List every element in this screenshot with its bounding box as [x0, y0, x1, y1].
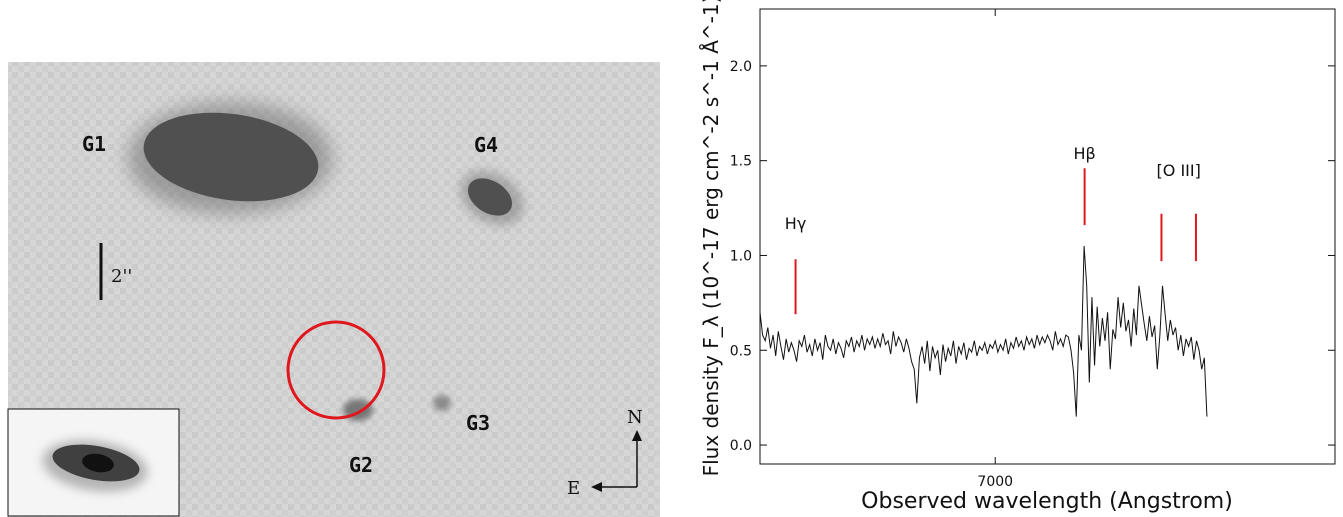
imaging-panel: 2'' G1 G4 G2 G3 N E — [7, 62, 660, 517]
spectrum-annotations: Hγ Hβ [O III] — [785, 144, 1201, 315]
y-tick-label: 1.0 — [730, 248, 752, 264]
emission-line-label: [O III] — [1157, 161, 1201, 180]
galaxy-g1 — [143, 112, 319, 202]
spectrum-axes: 0.0 0.5 1.0 1.5 2.0 7000 — [730, 9, 1335, 490]
compass-north-label: N — [627, 407, 643, 428]
emission-line-label: Hγ — [785, 214, 807, 233]
y-tick-label: 0.5 — [730, 343, 752, 359]
spectrum-series-line — [759, 245, 1208, 417]
inset-galaxy-core — [82, 453, 114, 473]
galaxy-label-g4: G4 — [474, 133, 498, 157]
source-g3-core — [433, 395, 451, 411]
y-tick-label: 2.0 — [730, 59, 752, 75]
candidate-circle — [286, 320, 386, 420]
compass-east-label: E — [567, 478, 580, 499]
inset-panel — [7, 408, 180, 517]
scale-bar-label: 2'' — [111, 266, 132, 287]
galaxy-g4 — [467, 178, 513, 216]
galaxy-label-g1: G1 — [82, 132, 106, 156]
y-tick-label: 1.5 — [730, 154, 752, 170]
emission-line-label: Hβ — [1073, 144, 1095, 163]
x-tick-label: 7000 — [977, 474, 1013, 490]
compass-north-arrowhead — [632, 430, 642, 441]
galaxy-label-g3: G3 — [466, 411, 490, 435]
x-axis-title: Observed wavelength (Angstrom) — [861, 489, 1233, 514]
spectrum-chart: 0.0 0.5 1.0 1.5 2.0 7000 Hγ Hβ [O III] Observed… — [699, 0, 1336, 514]
compass-east-arrowhead — [591, 482, 602, 492]
spectrum-panel: 0.0 0.5 1.0 1.5 2.0 7000 Hγ Hβ [O III] Observed… — [690, 0, 1343, 517]
imaging-figure: 2'' G1 G4 G2 G3 N E — [7, 62, 660, 517]
galaxy-label-g2: G2 — [349, 453, 373, 477]
y-axis-title: Flux density F_λ (10^-17 erg cm^-2 s^-1 … — [699, 0, 723, 476]
spectrum-plot-area — [759, 8, 1336, 465]
y-tick-label: 0.0 — [730, 438, 752, 454]
